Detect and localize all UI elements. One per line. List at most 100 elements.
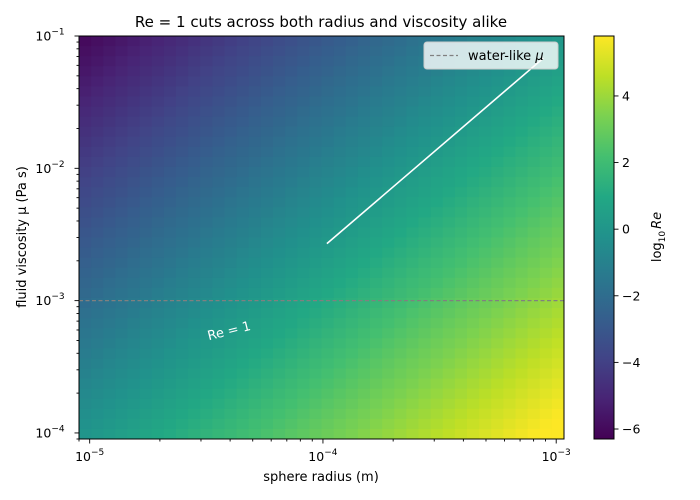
heatmap-cell	[442, 116, 456, 128]
heatmap-cell	[394, 227, 407, 239]
heatmap-cell	[394, 267, 407, 279]
heatmap-cell	[309, 358, 323, 370]
heatmap-cell	[91, 177, 104, 188]
heatmap-cell	[442, 146, 456, 158]
heatmap-cell	[188, 328, 201, 339]
heatmap-cell	[430, 217, 444, 229]
heatmap-cell	[200, 116, 213, 128]
heatmap-cell	[370, 146, 383, 158]
heatmap-cell	[91, 368, 104, 380]
heatmap-cell	[394, 126, 407, 138]
heatmap-cell	[151, 388, 165, 400]
heatmap-cell	[212, 177, 226, 188]
heatmap-cell	[406, 287, 420, 299]
heatmap-cell	[467, 146, 480, 158]
heatmap-cell	[345, 328, 359, 339]
colorbar-tick-label: −2	[622, 288, 640, 303]
heatmap-cell	[309, 217, 323, 229]
heatmap-cell	[394, 428, 407, 439]
heatmap-cell	[212, 56, 226, 67]
heatmap-cell	[188, 398, 201, 410]
heatmap-cell	[285, 358, 298, 370]
heatmap-cell	[151, 318, 165, 329]
heatmap-cell	[503, 207, 517, 218]
heatmap-cell	[394, 166, 407, 178]
heatmap-cell	[551, 277, 564, 289]
heatmap-cell	[151, 217, 165, 229]
heatmap-cell	[357, 136, 371, 148]
heatmap-cell	[188, 76, 201, 87]
heatmap-cell	[236, 358, 250, 370]
heatmap-cell	[224, 237, 238, 249]
heatmap-cell	[91, 428, 104, 439]
heatmap-cell	[273, 96, 286, 108]
heatmap-cell	[139, 217, 153, 229]
heatmap-cell	[224, 96, 238, 108]
heatmap-cell	[176, 358, 189, 370]
heatmap-cell	[321, 368, 335, 380]
heatmap-cell	[200, 166, 213, 178]
heatmap-cell	[260, 388, 274, 400]
heatmap-cell	[442, 247, 456, 259]
heatmap-cell	[151, 36, 165, 47]
heatmap-cell	[539, 66, 553, 77]
heatmap-cell	[357, 308, 371, 319]
heatmap-cell	[297, 156, 310, 168]
heatmap-cell	[176, 66, 189, 77]
heatmap-cell	[176, 96, 189, 108]
heatmap-cell	[467, 177, 480, 188]
heatmap-cell	[345, 106, 359, 118]
heatmap-cell	[479, 36, 492, 47]
heatmap-cell	[212, 247, 226, 259]
heatmap-cell	[309, 318, 323, 329]
heatmap-cell	[333, 136, 347, 148]
heatmap-cell	[370, 398, 383, 410]
heatmap-cell	[357, 418, 371, 430]
heatmap-cell	[479, 358, 492, 370]
heatmap-cell	[345, 277, 359, 289]
heatmap-cell	[127, 136, 141, 148]
heatmap-cell	[151, 267, 165, 279]
heatmap-cell	[236, 378, 250, 390]
heatmap-cell	[430, 106, 444, 118]
heatmap-cell	[454, 116, 468, 128]
heatmap-cell	[382, 136, 395, 148]
heatmap-cell	[382, 106, 395, 118]
heatmap-cell	[454, 166, 468, 178]
heatmap-cell	[79, 388, 92, 400]
heatmap-cell	[236, 217, 250, 229]
heatmap-cell	[91, 267, 104, 279]
heatmap-cell	[394, 187, 407, 198]
heatmap-cell	[285, 348, 298, 359]
heatmap-cell	[345, 146, 359, 158]
heatmap-cell	[79, 126, 92, 138]
heatmap-cell	[224, 217, 238, 229]
heatmap-cell	[442, 287, 456, 299]
heatmap-cell	[163, 136, 177, 148]
heatmap-cell	[127, 126, 141, 138]
heatmap-cell	[260, 106, 274, 118]
heatmap-cell	[91, 408, 104, 420]
heatmap-cell	[539, 126, 553, 138]
heatmap-cell	[236, 237, 250, 249]
heatmap-cell	[285, 56, 298, 67]
heatmap-cell	[418, 237, 432, 249]
heatmap-cell	[285, 217, 298, 229]
heatmap-cell	[527, 418, 541, 430]
heatmap-cell	[273, 338, 286, 349]
heatmap-cell	[236, 338, 250, 349]
heatmap-cell	[515, 428, 529, 439]
heatmap-cell	[539, 237, 553, 249]
heatmap-cell	[357, 297, 371, 309]
heatmap-cell	[273, 267, 286, 279]
heatmap-cell	[370, 318, 383, 329]
heatmap-cell	[176, 56, 189, 67]
heatmap-cell	[103, 126, 116, 138]
heatmap-cell	[382, 398, 395, 410]
heatmap-cell	[200, 76, 213, 87]
heatmap-cell	[151, 166, 165, 178]
heatmap-cell	[503, 428, 517, 439]
heatmap-cell	[309, 146, 323, 158]
heatmap-cell	[479, 368, 492, 380]
heatmap-cell	[188, 86, 201, 98]
